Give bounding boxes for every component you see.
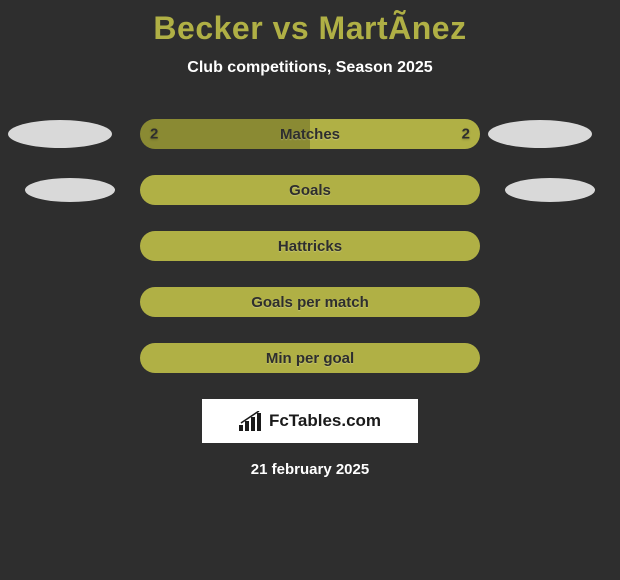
stat-label: Hattricks [278,238,342,255]
stat-row: Min per goal [0,343,620,373]
player-right-ellipse [505,178,595,202]
stat-label: Goals [289,182,331,199]
player-left-ellipse [25,178,115,202]
stat-value-right: 2 [462,126,470,143]
logo-box: FcTables.com [202,399,418,443]
stat-value-left: 2 [150,126,158,143]
stat-row: Matches 2 2 [0,119,620,149]
stat-label: Min per goal [266,350,354,367]
stat-row: Goals [0,175,620,205]
stat-row: Goals per match [0,287,620,317]
player-right-ellipse [488,120,592,148]
page-title: Becker vs MartÃ­nez [0,0,620,47]
chart-icon [239,411,265,431]
logo: FcTables.com [239,411,381,431]
subtitle: Club competitions, Season 2025 [0,59,620,77]
stat-label: Goals per match [251,294,369,311]
player-left-ellipse [8,120,112,148]
stat-row: Hattricks [0,231,620,261]
stat-label: Matches [280,126,340,143]
comparison-rows: Matches 2 2 Goals Hattricks Goals per match Mi… [0,119,620,373]
logo-text: FcTables.com [269,411,381,431]
date-label: 21 february 2025 [0,461,620,478]
